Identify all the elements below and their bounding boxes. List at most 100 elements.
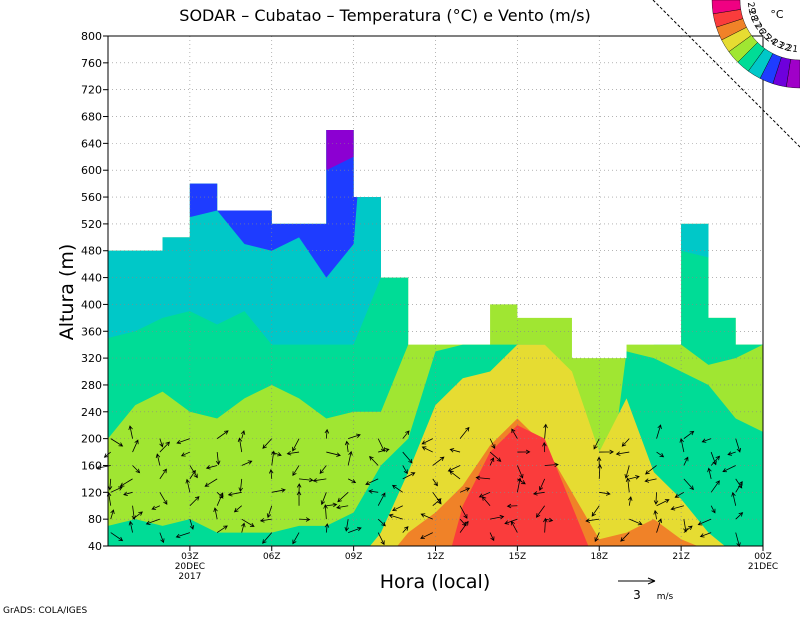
wind-vector [656,451,665,458]
wind-vector [459,426,470,439]
wind-vector [204,478,218,487]
wind-vector [674,491,685,498]
wind-vector [388,513,403,520]
wind-vector [517,478,526,485]
wind-vector [237,437,243,453]
wind-vector [504,518,518,525]
y-tick-label: 680 [81,111,102,124]
wind-vector [110,486,123,493]
wind-vector [656,499,670,507]
x-tick-label: 00Z [754,552,772,562]
colorbar-unit: °C [770,8,784,21]
wind-vector [216,492,224,499]
wind-vector [262,438,273,449]
wind-vector [597,463,603,479]
wind-vector [683,478,694,491]
chart-title: SODAR – Cubatao – Temperatura (°C) e Ven… [179,6,590,25]
wind-vector [227,491,242,497]
wind-vector [286,451,300,456]
y-tick-label: 560 [81,191,102,204]
y-axis: 40 80 120 160 200 240 280 320 360 400 440 480 520 560… [81,30,108,553]
wind-vector [377,532,385,546]
wind-vector [241,460,253,466]
wind-vector [402,451,413,464]
speed-reference-arrowhead [647,577,656,585]
wind-vector [420,513,433,520]
x-tick-label: 21Z [672,552,690,562]
wind-vector [365,478,379,486]
wind-vector [735,478,743,489]
wind-vector [348,433,361,440]
wind-vector [292,465,300,477]
wind-vector [128,520,134,533]
wind-vector [292,532,300,545]
y-tick-label: 520 [81,218,102,231]
wind-vector [402,430,410,439]
wind-vector [205,465,218,470]
wind-vector [629,518,643,526]
y-tick-label: 600 [81,164,102,177]
wind-vector [710,451,717,466]
wind-vector [432,456,445,466]
wind-vector [625,477,631,493]
wind-vector [683,456,689,466]
wind-vector [683,525,693,533]
wind-vector [377,518,386,527]
wind-vector [241,522,246,533]
wind-vector [459,505,468,519]
wind-vector [233,505,242,513]
wind-vector [128,425,133,439]
wind-vector [599,491,611,496]
colorbar-label: 21 [786,44,799,56]
wind-vector [432,478,438,487]
y-tick-label: 400 [81,298,102,311]
wind-vector [368,489,379,494]
wind-vector [271,488,286,493]
wind-vector [259,518,272,523]
y-tick-label: 720 [81,84,102,97]
wind-vector [189,469,196,480]
wind-vector [123,491,133,496]
x-tick-label: 09Z [345,552,363,562]
y-tick-label: 360 [81,325,102,338]
wind-vector [707,467,712,479]
wind-vector [392,505,403,512]
wind-vector [344,440,350,453]
grid-lines [108,36,763,546]
wind-vector [710,455,721,466]
wind-vector [517,449,531,455]
wind-vector [511,428,518,439]
wind-vector [599,449,614,455]
wind-vector [593,438,600,450]
band-29 [451,425,589,546]
y-tick-label: 640 [81,137,102,150]
wind-vector [159,492,168,505]
wind-vector [596,456,602,466]
wind-vector [215,452,221,466]
wind-vector [336,504,349,510]
y-tick-label: 160 [81,459,102,472]
wind-vector [459,487,471,493]
colorbar-label: 29 [745,1,757,14]
wind-vector [544,462,559,468]
wind-vectors [96,423,744,548]
wind-vector [653,492,659,505]
x-tick-label: 06Z [263,552,281,562]
wind-vector [299,517,311,522]
wind-vector [110,509,115,520]
wind-vector [447,465,461,472]
wind-vector [155,453,161,466]
wind-vector [627,496,633,506]
wind-vector [629,475,640,480]
wind-vector [679,438,685,453]
wind-vector [432,492,442,505]
x-tick-label: 18Z [590,552,608,562]
wind-vector [615,451,630,456]
wind-vector [216,430,229,439]
wind-vector [131,505,137,521]
wind-vector [326,502,338,508]
wind-vector [320,492,327,506]
speed-reference: 3 m/s [618,577,674,602]
y-tick-label: 120 [81,486,102,499]
wind-vector [490,514,505,520]
